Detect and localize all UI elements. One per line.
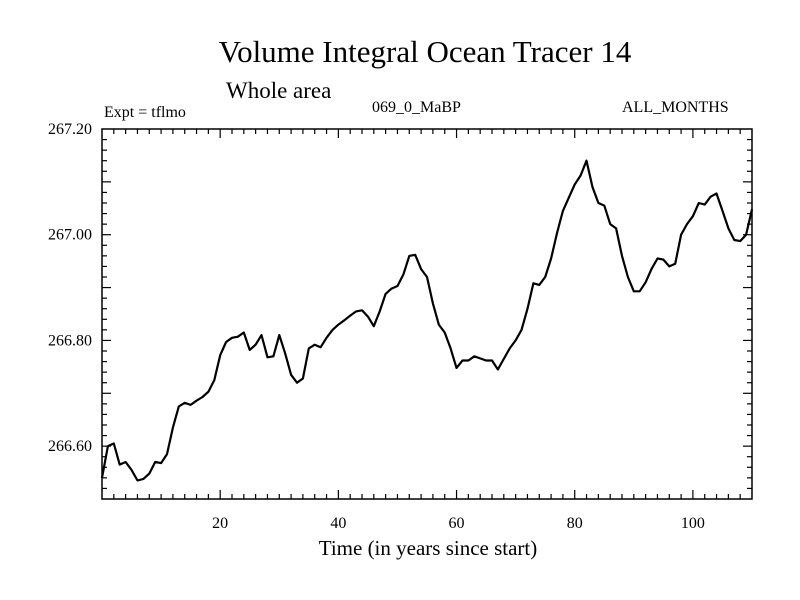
experiment-label: Expt = tflmo: [104, 104, 186, 121]
x-tick-label: 80: [567, 515, 583, 532]
series-line: [100, 159, 754, 482]
x-tick-label: 40: [330, 515, 346, 532]
y-tick-label: 267.00: [48, 227, 92, 244]
run-label: 069_0_MaBP: [372, 99, 461, 116]
period-label: ALL_MONTHS: [622, 99, 729, 116]
x-tick-label: 20: [212, 515, 228, 532]
plot-frame: [101, 128, 753, 500]
axis-ticks: [102, 129, 752, 499]
x-axis-label: Time (in years since start): [318, 536, 538, 560]
tick-labels: 20 40 60 80 100 266.60 266.80 267.00 267.20: [48, 121, 705, 532]
chart-subtitle: Whole area: [226, 78, 332, 103]
y-tick-label: 267.20: [48, 121, 92, 138]
x-tick-label: 100: [681, 515, 705, 532]
x-tick-label: 60: [449, 515, 465, 532]
y-tick-label: 266.60: [48, 438, 92, 455]
chart-title: Volume Integral Ocean Tracer 14: [218, 34, 632, 69]
y-tick-label: 266.80: [48, 332, 92, 349]
